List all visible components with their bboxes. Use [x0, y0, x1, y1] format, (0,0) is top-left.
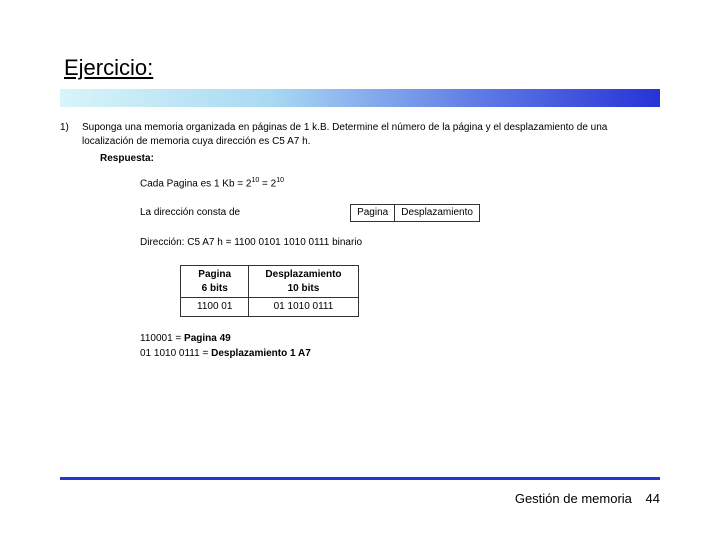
title-gradient-bar — [60, 89, 660, 107]
question-row: 1) Suponga una memoria organizada en pág… — [60, 121, 660, 148]
bits-h1b: 6 bits — [202, 283, 228, 294]
bits-h2b: 10 bits — [288, 283, 320, 294]
bits-breakdown-table: Pagina 6 bits Desplazamiento 10 bits 110… — [180, 265, 359, 317]
bits-table-header-pagina: Pagina 6 bits — [181, 266, 249, 298]
dir-consta-text: La dirección consta de — [140, 206, 240, 220]
result1-pre: 110001 = — [140, 333, 184, 344]
page-size-line: Cada Pagina es 1 Kb = 210 = 210 — [140, 176, 660, 191]
result2-bold: Desplazamiento 1 A7 — [211, 348, 311, 359]
pagina-desplaz-mini-table: Pagina Desplazamiento — [350, 204, 480, 222]
question-number: 1) — [60, 121, 82, 148]
pagesize-mid: = 2 — [259, 178, 276, 189]
question-text: Suponga una memoria organizada en página… — [82, 121, 660, 148]
result-block: 110001 = Pagina 49 01 1010 0111 = Despla… — [140, 331, 660, 361]
direccion-binary-line: Dirección: C5 A7 h = 1100 0101 1010 0111… — [140, 236, 660, 250]
pagesize-exp2: 10 — [276, 177, 284, 184]
footer-divider — [60, 477, 660, 480]
result2-pre: 01 1010 0111 = — [140, 348, 211, 359]
address-consists-row: La dirección consta de Pagina Desplazami… — [140, 204, 660, 222]
respuesta-label: Respuesta: — [100, 152, 660, 166]
slide-title: Ejercicio: — [60, 55, 660, 81]
result-line-2: 01 1010 0111 = Desplazamiento 1 A7 — [140, 346, 660, 361]
pagesize-prefix: Cada Pagina es 1 Kb = 2 — [140, 178, 251, 189]
footer-page-number: 44 — [646, 491, 660, 506]
mini-table-col2: Desplazamiento — [395, 205, 480, 222]
bits-table-cell-desplaz: 01 1010 0111 — [249, 298, 358, 317]
bits-h2a: Desplazamiento — [265, 269, 341, 280]
footer-text: Gestión de memoria — [515, 491, 632, 506]
bits-h1a: Pagina — [198, 269, 231, 280]
result1-bold: Pagina 49 — [184, 333, 231, 344]
bits-table-cell-pagina: 1100 01 — [181, 298, 249, 317]
footer: Gestión de memoria 44 — [515, 491, 660, 506]
mini-table-col1: Pagina — [351, 205, 395, 222]
bits-table-header-desplaz: Desplazamiento 10 bits — [249, 266, 358, 298]
content-block: 1) Suponga una memoria organizada en pág… — [60, 121, 660, 361]
result-line-1: 110001 = Pagina 49 — [140, 331, 660, 346]
